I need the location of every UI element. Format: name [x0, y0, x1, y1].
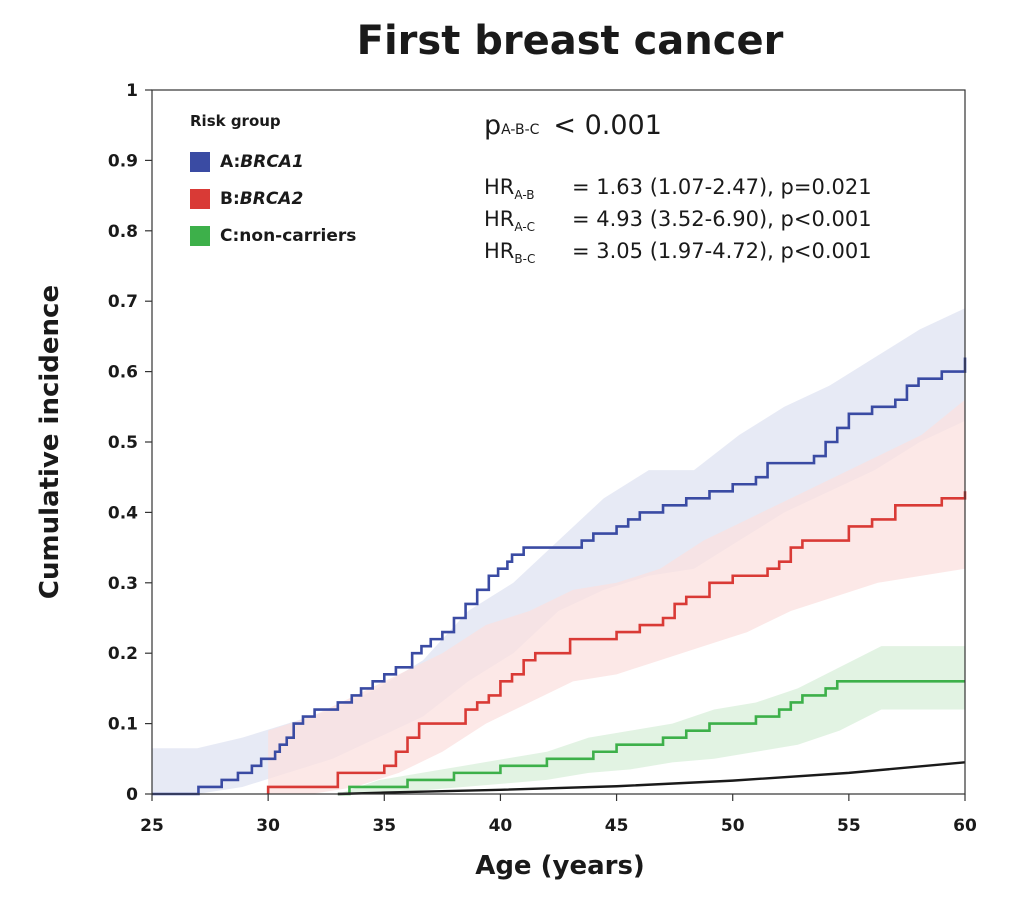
- y-tick-label: 0.8: [108, 222, 138, 242]
- hr-value-b-c: = 3.05 (1.97-4.72), p<0.001: [572, 239, 872, 263]
- legend-label-brca2: BRCA2: [239, 188, 304, 209]
- x-tick-label: 45: [605, 816, 629, 836]
- hazard-ratios: HRA-B = 1.63 (1.07-2.47), p=0.021 HRA-C …: [484, 175, 872, 271]
- p-value-line: p A-B-C < 0.001: [484, 110, 872, 141]
- y-tick-label: 0.7: [108, 292, 138, 312]
- x-tick-label: 35: [372, 816, 396, 836]
- legend-item-non-carriers: C: non-carriers: [190, 217, 356, 254]
- confidence-band-brca1: [152, 308, 965, 794]
- x-tick-label: 40: [489, 816, 513, 836]
- legend-title: Risk group: [190, 112, 281, 130]
- series-line-non-carriers: [337, 680, 965, 796]
- hr-label-a-b: HRA-B: [484, 175, 535, 203]
- x-axis-label: Age (years): [475, 851, 645, 881]
- y-tick-label: 0.6: [108, 363, 138, 383]
- series-line-population: [337, 761, 966, 796]
- hr-value-a-b: = 1.63 (1.07-2.47), p=0.021: [572, 175, 872, 199]
- hr-label-a-c: HRA-C: [484, 207, 536, 235]
- legend-swatch-brca1: [190, 151, 210, 172]
- x-tick-label: 30: [256, 816, 280, 836]
- axes: 25 30 35 40 45 50 55 60 0 0.1 0.2 0.3 0.4 0.5 0.6 0.7 0.…: [108, 81, 977, 836]
- y-tick-label: 0.1: [108, 715, 138, 735]
- legend: Risk group A: BRCA1 B: BRCA2 C: non-carr…: [190, 112, 356, 254]
- p-label: p: [484, 110, 502, 141]
- legend-item-brca1: A: BRCA1: [190, 143, 356, 180]
- legend-prefix-a: A:: [220, 151, 241, 172]
- hr-b-c: HRB-C = 3.05 (1.97-4.72), p<0.001: [484, 239, 872, 271]
- legend-swatch-brca2: [190, 188, 210, 209]
- y-tick-label: 0.2: [108, 644, 138, 664]
- series-line-brca2: [266, 491, 967, 794]
- hr-a-c: HRA-C = 4.93 (3.52-6.90), p<0.001: [484, 207, 872, 239]
- p-value: < 0.001: [553, 110, 662, 141]
- x-tick-label: 25: [140, 816, 164, 836]
- y-tick-label: 0: [126, 785, 138, 805]
- confidence-band-brca2: [268, 399, 966, 794]
- hr-label-b-c: HRB-C: [484, 239, 536, 267]
- p-subscript: A-B-C: [501, 122, 540, 138]
- legend-swatch-non-carriers: [190, 225, 210, 246]
- stats-annotation: p A-B-C < 0.001 HRA-B = 1.63 (1.07-2.47),…: [484, 110, 872, 271]
- y-tick-label: 0.9: [108, 151, 138, 171]
- x-tick-label: 60: [953, 816, 977, 836]
- series-lines: [152, 357, 967, 796]
- chart-title: First breast cancer: [356, 18, 784, 64]
- confidence-bands: [152, 308, 966, 794]
- hr-a-b: HRA-B = 1.63 (1.07-2.47), p=0.021: [484, 175, 872, 207]
- legend-prefix-c: C:: [220, 225, 240, 246]
- y-tick-label: 0.3: [108, 574, 138, 594]
- x-tick-label: 55: [837, 816, 861, 836]
- x-tick-label: 50: [721, 816, 745, 836]
- series-line-brca1: [152, 357, 967, 796]
- legend-label-brca1: BRCA1: [240, 151, 304, 172]
- y-tick-label: 0.5: [108, 433, 138, 453]
- y-tick-label: 0.4: [108, 503, 138, 523]
- hr-value-a-c: = 4.93 (3.52-6.90), p<0.001: [572, 207, 872, 231]
- legend-prefix-b: B:: [220, 188, 240, 209]
- legend-label-non-carriers: non-carriers: [239, 225, 357, 246]
- y-axis-label: Cumulative incidence: [35, 284, 65, 600]
- legend-item-brca2: B: BRCA2: [190, 180, 356, 217]
- y-tick-label: 1: [126, 81, 138, 101]
- confidence-band-non-carriers: [337, 646, 965, 794]
